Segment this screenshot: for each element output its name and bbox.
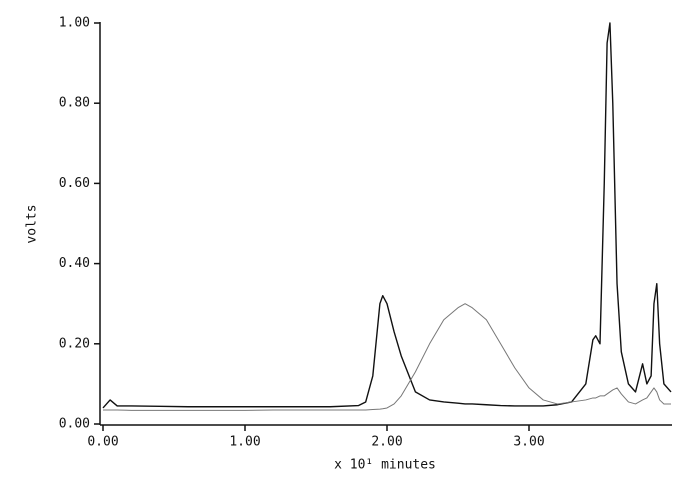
x-tick-label: 1.00 <box>229 435 260 450</box>
data-line <box>103 303 671 411</box>
x-tick-label: 0.00 <box>87 435 118 450</box>
y-tick-label: 0.00 <box>59 417 90 432</box>
x-axis-label: x 10¹ minutes <box>334 458 436 473</box>
y-tick-label: 0.60 <box>59 176 90 191</box>
y-axis-label: volts <box>25 204 40 243</box>
data-line <box>102 22 672 409</box>
x-tick-label: 3.00 <box>513 435 544 450</box>
x-tick-label: 2.00 <box>371 435 402 450</box>
y-tick-label: 0.40 <box>59 256 90 271</box>
y-tick-label: 0.80 <box>59 96 90 111</box>
y-tick-label: 0.20 <box>59 336 90 351</box>
y-tick-label: 1.00 <box>59 16 90 31</box>
